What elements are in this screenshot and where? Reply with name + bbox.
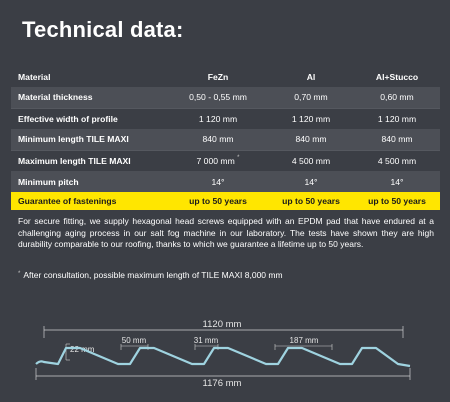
cell-al-stucco: 840 mm bbox=[354, 129, 440, 150]
cell-fezn: 0,50 - 0,55 mm bbox=[168, 87, 268, 108]
cell-al: 0,70 mm bbox=[268, 87, 354, 108]
cell-fezn: 1 120 mm bbox=[168, 107, 268, 129]
label-total-width: 1176 mm bbox=[203, 378, 242, 389]
label-dim-c: 187 mm bbox=[290, 336, 319, 345]
header-al: Al bbox=[306, 71, 316, 82]
cell-fezn: 14° bbox=[168, 171, 268, 192]
table-row: Maximum length TILE MAXI 7 000 mm * 4 50… bbox=[11, 149, 440, 171]
cell-al: up to 50 years bbox=[268, 192, 354, 210]
label-dim-a: 50 mm bbox=[122, 336, 147, 345]
footnote-marker: * bbox=[237, 154, 240, 161]
cell-al-stucco: up to 50 years bbox=[354, 192, 440, 210]
dimension-effective-width bbox=[43, 326, 404, 338]
guarantee-row: Guarantee of fastenings up to 50 years u… bbox=[11, 192, 440, 210]
dimension-markers bbox=[65, 343, 333, 361]
cell-al: 14° bbox=[268, 171, 354, 192]
cell-al: 1 120 mm bbox=[268, 107, 354, 129]
row-label: Effective width of profile bbox=[11, 107, 168, 129]
table-row: Minimum length TILE MAXI 840 mm 840 mm 8… bbox=[11, 129, 440, 150]
cell-fezn: 840 mm bbox=[168, 129, 268, 150]
cell-al-stucco: 4 500 mm bbox=[354, 149, 440, 171]
header-fezn: FeZn bbox=[207, 71, 229, 82]
header-material: Material bbox=[18, 71, 51, 82]
footnote-text: After consultation, possible maximum len… bbox=[23, 270, 283, 280]
row-label: Maximum length TILE MAXI bbox=[11, 149, 168, 171]
cell-al-stucco: 1 120 mm bbox=[354, 107, 440, 129]
row-label: Minimum length TILE MAXI bbox=[11, 129, 168, 150]
row-label: Minimum pitch bbox=[11, 171, 168, 192]
table-row: Material thickness 0,50 - 0,55 mm 0,70 m… bbox=[11, 87, 440, 108]
row-label: Guarantee of fastenings bbox=[11, 192, 168, 210]
label-dim-b: 31 mm bbox=[194, 336, 219, 345]
row-label: Material thickness bbox=[11, 87, 168, 108]
page-title: Technical data: bbox=[22, 17, 184, 42]
fastening-notice: For secure fitting, we supply hexagonal … bbox=[18, 216, 434, 249]
footnote-marker: * bbox=[18, 271, 21, 277]
table-header-row: Material FeZn Al Al+Stucco bbox=[11, 66, 440, 87]
technical-data-table: Material FeZn Al Al+Stucco Material thic… bbox=[11, 66, 440, 210]
table-row: Minimum pitch 14° 14° 14° bbox=[11, 171, 440, 192]
cell-al: 4 500 mm bbox=[268, 149, 354, 171]
cell-fezn-value: 7 000 mm bbox=[196, 155, 235, 166]
cell-al-stucco: 14° bbox=[354, 171, 440, 192]
cell-al-stucco: 0,60 mm bbox=[354, 87, 440, 108]
cell-fezn: up to 50 years bbox=[168, 192, 268, 210]
table-row: Effective width of profile 1 120 mm 1 12… bbox=[11, 107, 440, 129]
cell-fezn: 7 000 mm * bbox=[168, 149, 268, 171]
header-al-stucco: Al+Stucco bbox=[375, 71, 419, 82]
footnote: * After consultation, possible maximum le… bbox=[18, 270, 283, 280]
roof-profile bbox=[35, 346, 411, 368]
label-effective-width: 1120 mm bbox=[203, 319, 242, 330]
profile-diagram: 1120 mm 22 mm 50 mm 31 mm 187 mm 1176 mm bbox=[35, 319, 411, 389]
cell-al: 840 mm bbox=[268, 129, 354, 150]
dimension-total-width bbox=[35, 368, 411, 380]
